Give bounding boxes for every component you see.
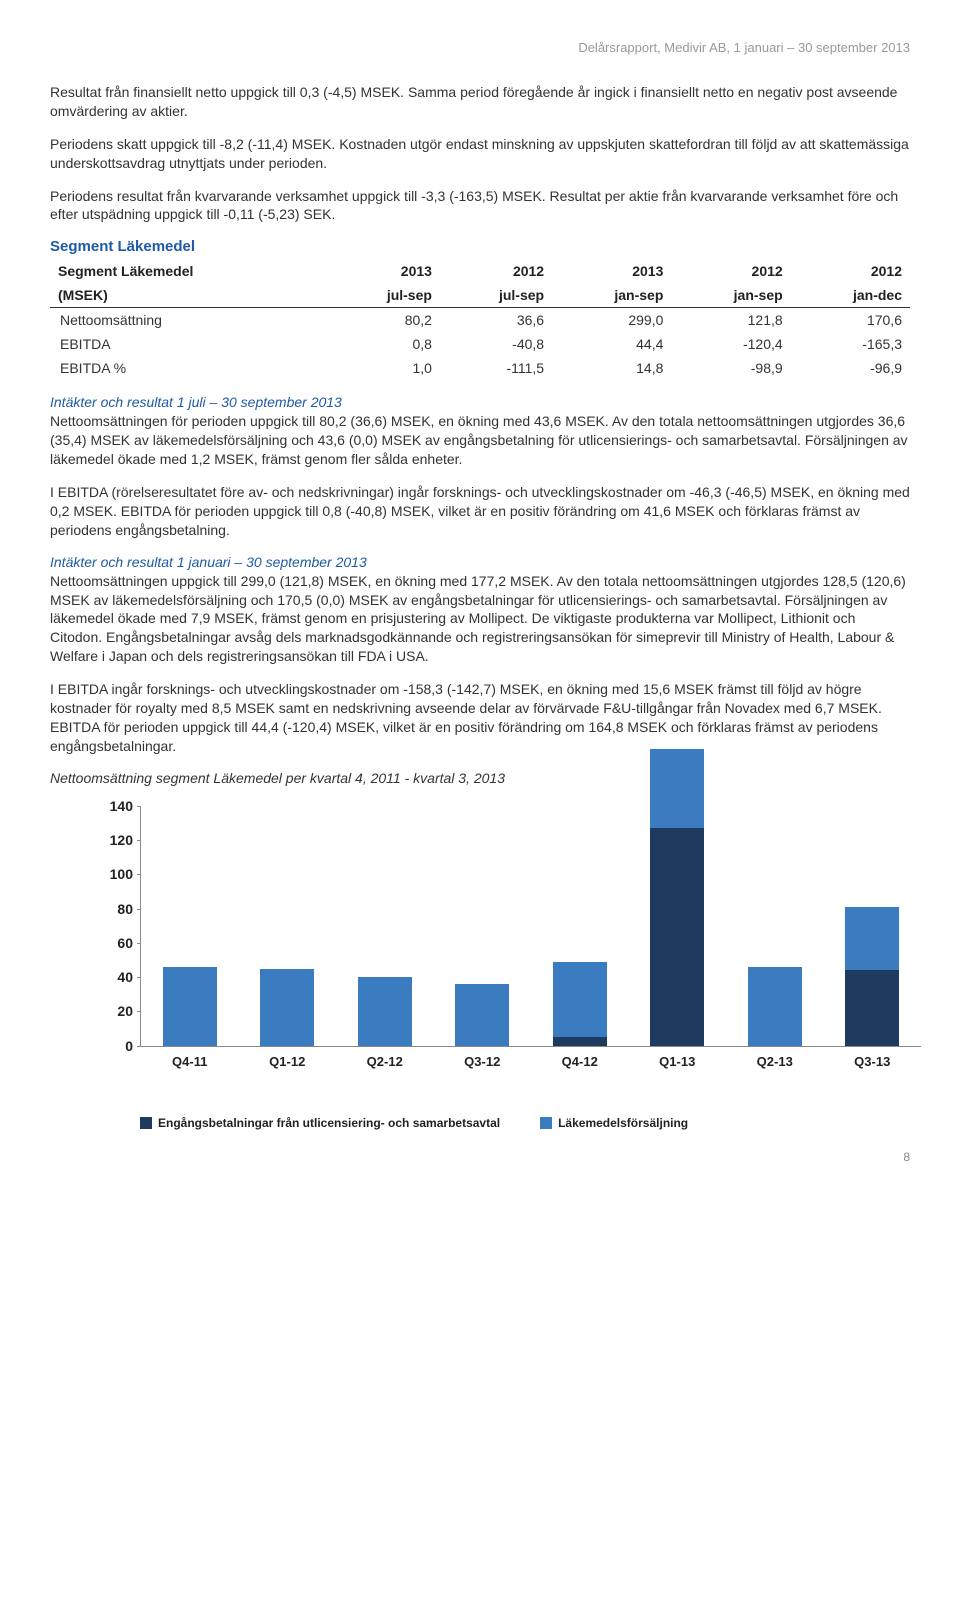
table-year: 2013: [552, 259, 671, 283]
table-cell: 44,4: [552, 332, 671, 356]
chart-bar: [163, 967, 217, 1046]
table-row-label: EBITDA: [50, 332, 328, 356]
table-cell: -40,8: [440, 332, 552, 356]
legend-swatch-icon: [140, 1117, 152, 1129]
page-number: 8: [50, 1150, 910, 1164]
table-year: 2012: [671, 259, 790, 283]
chart-bar: [748, 967, 802, 1046]
y-axis-label: 20: [117, 1003, 133, 1019]
section-heading-segment: Segment Läkemedel: [50, 238, 910, 255]
chart-plot-area: 020406080100120140Q4-11Q1-12Q2-12Q3-12Q4…: [140, 806, 921, 1047]
paragraph: Periodens skatt uppgick till -8,2 (-11,4…: [50, 135, 910, 173]
subheading-ytd: Intäkter och resultat 1 januari – 30 sep…: [50, 554, 910, 570]
revenue-chart: 020406080100120140Q4-11Q1-12Q2-12Q3-12Q4…: [90, 806, 930, 1106]
table-cell: 121,8: [671, 308, 790, 333]
y-axis-label: 40: [117, 969, 133, 985]
table-row-label: EBITDA %: [50, 356, 328, 380]
table-period: jan-sep: [671, 283, 790, 308]
y-axis-label: 140: [110, 798, 133, 814]
legend-swatch-icon: [540, 1117, 552, 1129]
table-cell: 299,0: [552, 308, 671, 333]
y-axis-label: 80: [117, 901, 133, 917]
legend-item: Engångsbetalningar från utlicensiering- …: [140, 1116, 500, 1130]
table-period: jul-sep: [328, 283, 440, 308]
table-head-left1: Segment Läkemedel: [50, 259, 328, 283]
table-cell: -111,5: [440, 356, 552, 380]
table-cell: 14,8: [552, 356, 671, 380]
x-axis-label: Q2-13: [757, 1054, 793, 1069]
table-period: jul-sep: [440, 283, 552, 308]
legend-item: Läkemedelsförsäljning: [540, 1116, 688, 1130]
paragraph: Periodens resultat från kvarvarande verk…: [50, 187, 910, 225]
x-axis-label: Q1-12: [269, 1054, 305, 1069]
y-axis-label: 0: [125, 1038, 133, 1054]
table-cell: -165,3: [791, 332, 910, 356]
chart-bar: [358, 977, 412, 1046]
chart-bar: [260, 969, 314, 1046]
legend-label: Engångsbetalningar från utlicensiering- …: [158, 1116, 500, 1130]
x-axis-label: Q1-13: [659, 1054, 695, 1069]
x-axis-label: Q4-12: [562, 1054, 598, 1069]
table-period: jan-dec: [791, 283, 910, 308]
document-header: Delårsrapport, Medivir AB, 1 januari – 3…: [50, 40, 910, 55]
y-axis-label: 100: [110, 866, 133, 882]
table-cell: 170,6: [791, 308, 910, 333]
table-row-label: Nettoomsättning: [50, 308, 328, 333]
x-axis-label: Q2-12: [367, 1054, 403, 1069]
segment-table: Segment Läkemedel 2013 2012 2013 2012 20…: [50, 259, 910, 380]
chart-legend: Engångsbetalningar från utlicensiering- …: [140, 1116, 910, 1130]
table-cell: 1,0: [328, 356, 440, 380]
y-axis-label: 120: [110, 832, 133, 848]
chart-title: Nettoomsättning segment Läkemedel per kv…: [50, 770, 910, 786]
paragraph: Resultat från finansiellt netto uppgick …: [50, 83, 910, 121]
chart-bar: [553, 962, 607, 1037]
table-head-left2: (MSEK): [50, 283, 328, 308]
x-axis-label: Q3-12: [464, 1054, 500, 1069]
paragraph: Nettoomsättningen uppgick till 299,0 (12…: [50, 572, 910, 666]
table-cell: -96,9: [791, 356, 910, 380]
table-year: 2012: [440, 259, 552, 283]
table-cell: -98,9: [671, 356, 790, 380]
table-cell: 80,2: [328, 308, 440, 333]
x-axis-label: Q3-13: [854, 1054, 890, 1069]
chart-bar: [845, 907, 899, 970]
table-cell: 0,8: [328, 332, 440, 356]
chart-bar: [455, 984, 509, 1046]
table-period: jan-sep: [552, 283, 671, 308]
table-cell: 36,6: [440, 308, 552, 333]
y-axis-label: 60: [117, 935, 133, 951]
table-year: 2012: [791, 259, 910, 283]
chart-bar: [553, 1037, 607, 1046]
legend-label: Läkemedelsförsäljning: [558, 1116, 688, 1130]
table-cell: -120,4: [671, 332, 790, 356]
chart-bar: [650, 828, 704, 1046]
paragraph: Nettoomsättningen för perioden uppgick t…: [50, 412, 910, 469]
table-year: 2013: [328, 259, 440, 283]
paragraph: I EBITDA ingår forsknings- och utvecklin…: [50, 680, 910, 756]
chart-bar: [845, 970, 899, 1045]
x-axis-label: Q4-11: [172, 1054, 207, 1069]
chart-bar: [650, 749, 704, 828]
paragraph: I EBITDA (rörelseresultatet före av- och…: [50, 483, 910, 540]
subheading-q3: Intäkter och resultat 1 juli – 30 septem…: [50, 394, 910, 410]
